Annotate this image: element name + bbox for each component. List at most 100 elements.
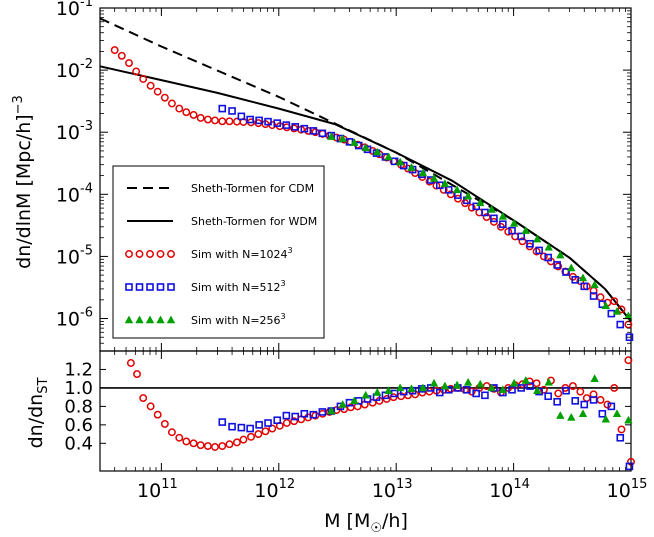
legend-marker-swatch bbox=[135, 315, 144, 324]
ratio-point-square bbox=[435, 388, 444, 397]
ratio-point-square bbox=[237, 423, 246, 432]
ratio-point-triangle bbox=[463, 377, 473, 386]
ratio-point-triangle bbox=[578, 409, 588, 418]
legend-marker-swatch bbox=[146, 283, 154, 291]
ratio-point-triangle bbox=[476, 379, 485, 388]
ratio-point-triangle bbox=[487, 383, 496, 392]
data-point-square bbox=[390, 157, 399, 166]
x-tick-label: 1014 bbox=[489, 477, 530, 502]
data-point-circle bbox=[554, 262, 563, 271]
ratio-point-square bbox=[318, 408, 327, 416]
legend-label: Sim with N=2563 bbox=[191, 312, 286, 327]
data-point-square bbox=[580, 282, 589, 291]
data-point-triangle bbox=[533, 234, 542, 243]
data-point-triangle bbox=[498, 211, 508, 220]
ratio-point-circle bbox=[603, 400, 612, 409]
data-point-triangle bbox=[384, 152, 393, 161]
data-point-square bbox=[399, 161, 408, 170]
ratio-point-square bbox=[607, 402, 616, 411]
data-point-triangle bbox=[521, 226, 531, 234]
data-point-square bbox=[553, 261, 561, 269]
bottom-panel-points bbox=[126, 356, 635, 471]
ratio-point-square bbox=[463, 385, 471, 394]
ratio-point-circle bbox=[232, 438, 241, 447]
x-axis-label: M [M☉/h] bbox=[324, 510, 408, 536]
bottom-y-tick-label: 0.8 bbox=[64, 396, 93, 417]
ratio-point-triangle bbox=[612, 409, 622, 418]
data-point-square bbox=[499, 220, 507, 229]
ratio-point-triangle bbox=[361, 390, 370, 399]
legend-marker-swatch bbox=[166, 315, 176, 324]
ratio-point-triangle bbox=[533, 386, 542, 394]
data-point-circle bbox=[218, 117, 227, 126]
data-point-square bbox=[228, 107, 236, 115]
ratio-point-circle bbox=[167, 428, 176, 437]
top-panel-curves bbox=[99, 17, 632, 323]
data-point-triangle bbox=[338, 134, 347, 143]
data-point-circle bbox=[290, 124, 299, 133]
ratio-point-circle bbox=[467, 387, 476, 396]
top-y-axis-label: dn/dlnM [Mpc/h]−3 bbox=[11, 95, 35, 269]
data-point-square bbox=[562, 268, 570, 276]
data-point-square bbox=[526, 239, 534, 248]
bottom-y-axis-label: dn/dnST bbox=[25, 378, 51, 449]
data-point-circle bbox=[167, 99, 176, 108]
ratio-point-triangle bbox=[556, 411, 565, 419]
data-point-triangle bbox=[395, 157, 405, 166]
legend-marker-swatch bbox=[167, 283, 175, 291]
data-point-triangle bbox=[327, 132, 336, 140]
data-point-triangle bbox=[476, 198, 485, 207]
ratio-point-circle bbox=[247, 432, 255, 441]
ratio-point-square bbox=[472, 389, 480, 398]
legend-marker-swatch bbox=[146, 250, 154, 258]
ratio-point-triangle bbox=[498, 385, 508, 394]
ratio-point-square bbox=[553, 397, 561, 406]
ratio-point-circle bbox=[211, 443, 219, 451]
data-point-circle bbox=[110, 46, 119, 55]
ratio-point-square bbox=[218, 418, 227, 426]
ratio-point-square bbox=[571, 397, 580, 405]
ratio-point-square bbox=[544, 392, 552, 401]
top-panel-axes: 10-6 10-5 10-4 10-3 10-2 10-1 bbox=[56, 0, 632, 351]
data-point-square bbox=[273, 119, 282, 127]
data-point-circle bbox=[132, 67, 141, 76]
ratio-point-circle bbox=[133, 370, 141, 379]
ratio-point-circle bbox=[610, 383, 619, 392]
ratio-point-square bbox=[300, 409, 309, 418]
ratio-point-circle bbox=[225, 440, 234, 449]
wdm-curve bbox=[99, 65, 632, 323]
ratio-point-triangle bbox=[452, 380, 462, 389]
ratio-point-circle bbox=[254, 430, 263, 439]
data-point-triangle bbox=[361, 143, 370, 152]
data-point-triangle bbox=[407, 163, 416, 171]
data-point-circle bbox=[518, 237, 527, 246]
data-point-triangle bbox=[578, 273, 588, 282]
data-point-triangle bbox=[601, 301, 611, 310]
data-point-square bbox=[264, 117, 272, 126]
data-point-square bbox=[218, 104, 227, 113]
ratio-point-circle bbox=[239, 435, 248, 444]
data-point-triangle bbox=[590, 280, 599, 288]
bottom-y-tick-label: 1.0 bbox=[64, 378, 93, 399]
data-point-triangle bbox=[556, 250, 565, 259]
data-point-triangle bbox=[418, 168, 428, 177]
data-point-triangle bbox=[544, 242, 553, 251]
ratio-point-square bbox=[589, 396, 598, 404]
legend-marker-swatch bbox=[156, 315, 165, 324]
ratio-point-circle bbox=[290, 417, 299, 426]
data-point-square bbox=[291, 123, 300, 131]
data-point-square bbox=[237, 112, 246, 121]
ratio-point-circle bbox=[261, 427, 270, 436]
data-point-square bbox=[246, 115, 254, 124]
top-y-tick-label: 10-6 bbox=[56, 306, 93, 331]
ratio-point-circle bbox=[576, 387, 585, 396]
data-point-circle bbox=[196, 113, 205, 122]
x-tick-label: 1012 bbox=[254, 477, 295, 502]
legend-marker-swatch bbox=[125, 283, 133, 291]
data-point-square bbox=[309, 127, 318, 135]
data-point-circle bbox=[125, 59, 133, 67]
data-point-circle bbox=[446, 190, 455, 199]
x-tick-label: 1015 bbox=[607, 477, 648, 502]
ratio-point-triangle bbox=[521, 376, 531, 384]
